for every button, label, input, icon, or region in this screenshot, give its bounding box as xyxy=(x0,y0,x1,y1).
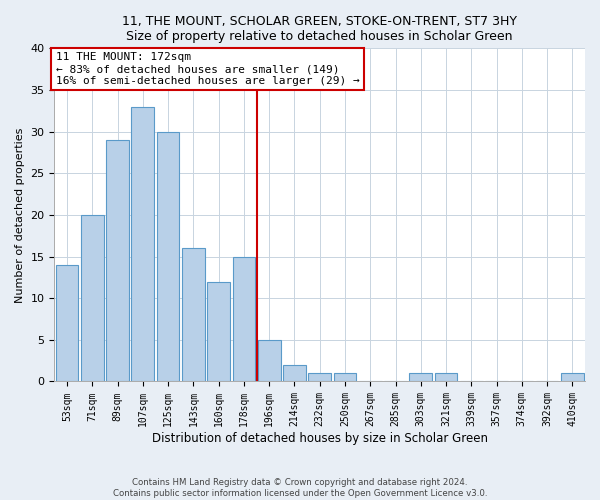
Bar xyxy=(106,140,129,382)
Text: Contains HM Land Registry data © Crown copyright and database right 2024.
Contai: Contains HM Land Registry data © Crown c… xyxy=(113,478,487,498)
Bar xyxy=(308,373,331,382)
Bar xyxy=(131,106,154,382)
Bar xyxy=(561,373,584,382)
Y-axis label: Number of detached properties: Number of detached properties xyxy=(15,127,25,302)
Bar xyxy=(233,256,255,382)
Bar xyxy=(334,373,356,382)
Bar xyxy=(434,373,457,382)
Text: 11 THE MOUNT: 172sqm
← 83% of detached houses are smaller (149)
16% of semi-deta: 11 THE MOUNT: 172sqm ← 83% of detached h… xyxy=(56,52,359,86)
Bar xyxy=(258,340,281,382)
Bar xyxy=(283,365,306,382)
Title: 11, THE MOUNT, SCHOLAR GREEN, STOKE-ON-TRENT, ST7 3HY
Size of property relative : 11, THE MOUNT, SCHOLAR GREEN, STOKE-ON-T… xyxy=(122,15,517,43)
Bar xyxy=(81,215,104,382)
Bar xyxy=(182,248,205,382)
Bar xyxy=(409,373,432,382)
X-axis label: Distribution of detached houses by size in Scholar Green: Distribution of detached houses by size … xyxy=(152,432,488,445)
Bar xyxy=(207,282,230,382)
Bar xyxy=(56,265,79,382)
Bar xyxy=(157,132,179,382)
